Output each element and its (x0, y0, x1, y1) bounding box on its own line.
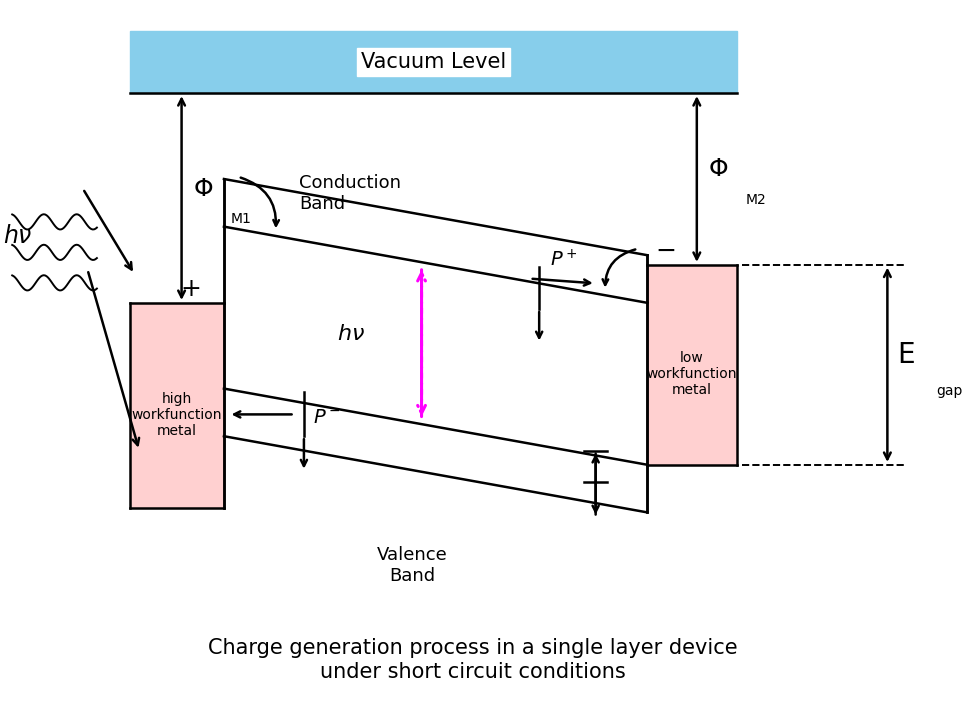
Text: gap: gap (936, 384, 963, 398)
Text: Vacuum Level: Vacuum Level (361, 53, 506, 72)
Text: Valence
Band: Valence Band (377, 546, 448, 585)
Text: −: − (656, 238, 677, 263)
Text: $P^-$: $P^-$ (313, 408, 341, 427)
Text: low
workfunction
metal: low workfunction metal (647, 351, 738, 397)
Text: M1: M1 (230, 212, 251, 226)
Bar (648, 265, 737, 465)
Text: $h\nu$: $h\nu$ (337, 324, 366, 343)
Text: high
workfunction
metal: high workfunction metal (132, 392, 222, 438)
Text: M2: M2 (746, 193, 767, 207)
Text: $\Phi$: $\Phi$ (708, 158, 728, 181)
Text: $h\nu$: $h\nu$ (3, 224, 32, 248)
Bar (130, 32, 737, 94)
Bar (130, 303, 224, 508)
Text: $\Phi$: $\Phi$ (192, 176, 213, 201)
Text: $P^+$: $P^+$ (550, 249, 578, 270)
Text: Conduction
Band: Conduction Band (299, 174, 401, 212)
Text: +: + (181, 276, 201, 300)
Text: E: E (896, 341, 915, 369)
Text: Charge generation process in a single layer device
under short circuit condition: Charge generation process in a single la… (209, 639, 738, 682)
